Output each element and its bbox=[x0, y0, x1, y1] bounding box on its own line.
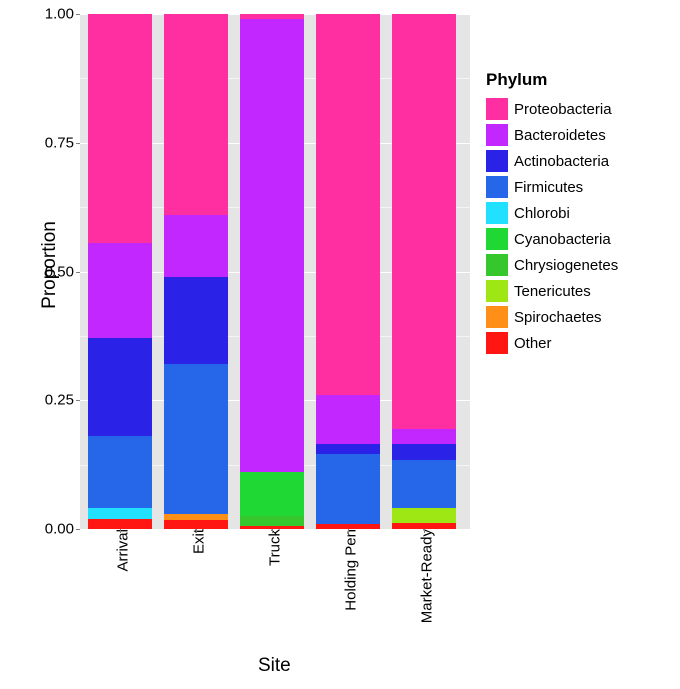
stacked-bar-chart: 0.000.250.500.751.00ArrivalExitTruckHold… bbox=[0, 0, 680, 689]
y-tick-mark bbox=[76, 529, 80, 530]
bar-segment bbox=[88, 243, 152, 338]
legend-swatch bbox=[486, 332, 508, 354]
x-tick-mark bbox=[348, 529, 349, 533]
y-tick-label: 0.25 bbox=[45, 392, 80, 409]
legend-item: Actinobacteria bbox=[486, 148, 618, 174]
bar-segment bbox=[392, 14, 456, 429]
x-tick-label: Holding Pen bbox=[337, 529, 360, 611]
legend-swatch bbox=[486, 202, 508, 224]
legend-title: Phylum bbox=[486, 70, 618, 90]
bar-segment bbox=[316, 395, 380, 444]
bar-segment bbox=[164, 215, 228, 277]
bar-column bbox=[240, 14, 304, 529]
legend-swatch bbox=[486, 98, 508, 120]
x-tick-mark bbox=[272, 529, 273, 533]
legend-item: Cyanobacteria bbox=[486, 226, 618, 252]
legend-label: Cyanobacteria bbox=[514, 231, 611, 248]
legend-label: Other bbox=[514, 335, 552, 352]
bar-segment bbox=[392, 429, 456, 444]
y-axis-title: Proportion bbox=[39, 221, 61, 309]
bar-column bbox=[88, 14, 152, 529]
bar-segment bbox=[164, 364, 228, 513]
bar-column bbox=[316, 14, 380, 529]
bar-segment bbox=[88, 338, 152, 436]
bar-segment bbox=[164, 520, 228, 529]
legend-label: Actinobacteria bbox=[514, 153, 609, 170]
legend-item: Bacteroidetes bbox=[486, 122, 618, 148]
bar-segment bbox=[392, 444, 456, 459]
bar-column bbox=[164, 14, 228, 529]
bar-segment bbox=[88, 14, 152, 243]
legend-label: Tenericutes bbox=[514, 283, 591, 300]
legend-label: Proteobacteria bbox=[514, 101, 612, 118]
y-tick-mark bbox=[76, 400, 80, 401]
bar-segment bbox=[88, 436, 152, 508]
legend: Phylum Proteobacteria Bacteroidetes Actino… bbox=[486, 70, 618, 356]
bar-segment bbox=[88, 519, 152, 529]
legend-label: Bacteroidetes bbox=[514, 127, 606, 144]
y-tick-mark bbox=[76, 272, 80, 273]
y-tick-label: 1.00 bbox=[45, 6, 80, 23]
bar-segment bbox=[316, 454, 380, 524]
y-tick-mark bbox=[76, 14, 80, 15]
legend-label: Spirochaetes bbox=[514, 309, 602, 326]
bar-segment bbox=[240, 19, 304, 472]
legend-swatch bbox=[486, 306, 508, 328]
y-tick-label: 0.00 bbox=[45, 521, 80, 538]
x-tick-mark bbox=[196, 529, 197, 533]
bar-segment bbox=[88, 508, 152, 518]
legend-item: Firmicutes bbox=[486, 174, 618, 200]
legend-label: Chlorobi bbox=[514, 205, 570, 222]
legend-item: Other bbox=[486, 330, 618, 356]
x-tick-mark bbox=[120, 529, 121, 533]
bar-segment bbox=[316, 14, 380, 395]
legend-swatch bbox=[486, 228, 508, 250]
bar-segment bbox=[164, 277, 228, 365]
bar-segment bbox=[240, 516, 304, 526]
x-axis-title: Site bbox=[258, 655, 291, 677]
legend-label: Chrysiogenetes bbox=[514, 257, 618, 274]
bar-segment bbox=[240, 472, 304, 515]
legend-swatch bbox=[486, 254, 508, 276]
bar-segment bbox=[392, 508, 456, 522]
legend-swatch bbox=[486, 124, 508, 146]
bar-segment bbox=[316, 444, 380, 454]
legend-swatch bbox=[486, 176, 508, 198]
plot-area: 0.000.250.500.751.00ArrivalExitTruckHold… bbox=[80, 14, 470, 529]
legend-swatch bbox=[486, 280, 508, 302]
legend-item: Tenericutes bbox=[486, 278, 618, 304]
bar-segment bbox=[392, 460, 456, 509]
x-tick-label: Market-Ready bbox=[413, 529, 436, 623]
legend-label: Firmicutes bbox=[514, 179, 583, 196]
legend-swatch bbox=[486, 150, 508, 172]
legend-item: Chlorobi bbox=[486, 200, 618, 226]
bar-segment bbox=[164, 14, 228, 215]
y-tick-label: 0.75 bbox=[45, 134, 80, 151]
legend-item: Chrysiogenetes bbox=[486, 252, 618, 278]
x-tick-mark bbox=[424, 529, 425, 533]
x-tick-label: Truck bbox=[261, 529, 284, 566]
x-tick-label: Arrival bbox=[109, 529, 132, 572]
legend-item: Spirochaetes bbox=[486, 304, 618, 330]
legend-item: Proteobacteria bbox=[486, 96, 618, 122]
bar-column bbox=[392, 14, 456, 529]
y-tick-mark bbox=[76, 143, 80, 144]
